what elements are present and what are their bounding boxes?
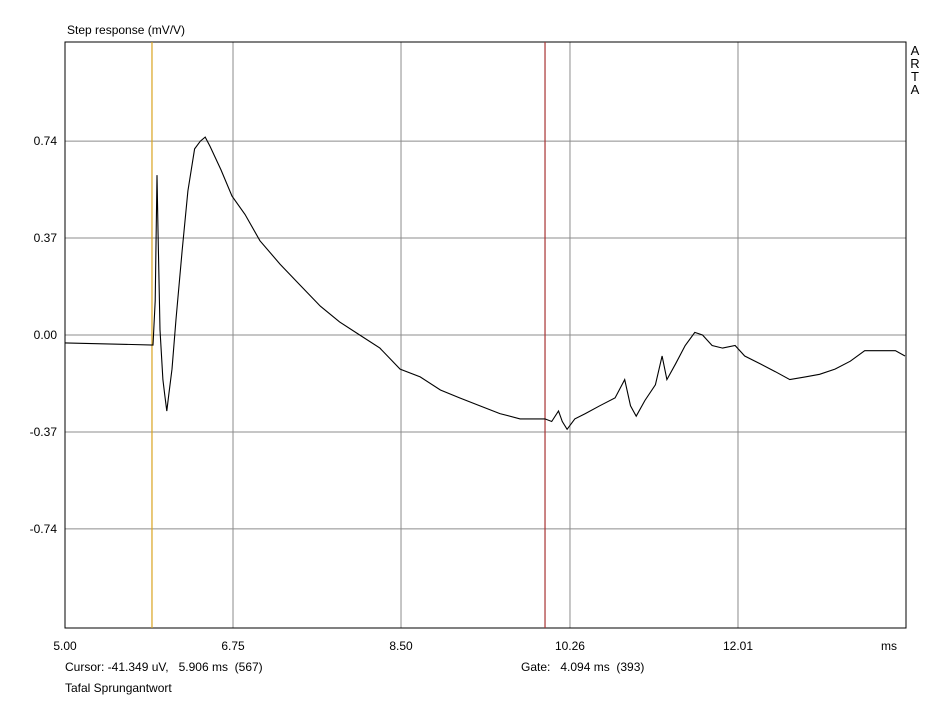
- y-tick-label: -0.37: [30, 425, 58, 439]
- x-tick-label: 5.00: [53, 639, 77, 653]
- footer-note: Tafal Sprungantwort: [65, 681, 172, 695]
- x-tick-label: 12.01: [723, 639, 753, 653]
- x-tick-label: 10.26: [555, 639, 585, 653]
- y-tick-label: 0.37: [34, 231, 58, 245]
- x-tick-label: 6.75: [221, 639, 245, 653]
- watermark: ARTA: [910, 43, 920, 97]
- x-tick-label: 8.50: [389, 639, 413, 653]
- y-tick-label: -0.74: [30, 522, 58, 536]
- response-line: [64, 136, 906, 431]
- x-axis-label: ms: [881, 639, 897, 653]
- gate-readout: Gate: 4.094 ms (393): [521, 660, 644, 674]
- cursor-readout: Cursor: -41.349 uV, 5.906 ms (567): [65, 660, 263, 674]
- chart-title: Step response (mV/V): [67, 23, 185, 37]
- y-tick-label: 0.74: [34, 134, 58, 148]
- plot-frame: [64, 41, 907, 629]
- y-tick-label: 0.00: [34, 328, 58, 342]
